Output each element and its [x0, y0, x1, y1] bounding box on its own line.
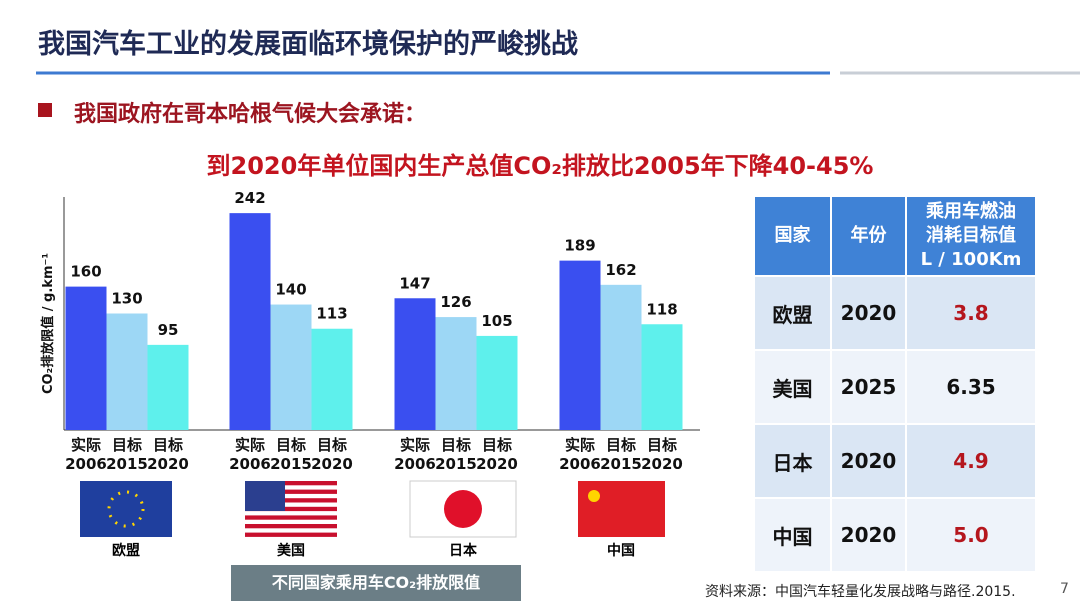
- slide-title: 我国汽车工业的发展面临环境保护的严峻挑战: [38, 29, 578, 60]
- header-cell: 乘用车燃油 消耗目标值 L / 100Km: [907, 197, 1035, 275]
- bar-label: 目标 2020: [641, 436, 683, 473]
- source-note: 资料来源：中国汽车轻量化发展战略与路径.2015.: [705, 584, 1016, 600]
- header-line: 乘用车燃油: [926, 201, 1016, 222]
- bar-label: 目标 2015: [600, 436, 642, 473]
- flag-us: [245, 481, 337, 537]
- value-label: 130: [111, 290, 142, 308]
- bar: [147, 344, 189, 430]
- table-row: 欧盟 2020 3.8: [755, 277, 1035, 349]
- bar: [229, 213, 271, 430]
- bar: [270, 304, 312, 430]
- value-label: 189: [564, 237, 595, 255]
- table-row: 中国 2020 5.0: [755, 499, 1035, 571]
- bar-label: 目标 2020: [311, 436, 353, 473]
- header-cell: 国家: [755, 197, 830, 275]
- value-label: 140: [275, 281, 306, 299]
- bar-label: 目标 2015: [106, 436, 148, 473]
- bar: [559, 260, 601, 430]
- bar: [476, 335, 518, 430]
- bar: [311, 328, 353, 430]
- bar-label: 目标 2015: [270, 436, 312, 473]
- header-line: 消耗目标值: [926, 225, 1016, 246]
- subheading: 到2020年单位国内生产总值CO₂排放比2005年下降40-45%: [206, 152, 874, 180]
- bar-label: 实际 2006: [559, 436, 601, 473]
- value-label: 160: [70, 263, 101, 281]
- header-cell: 年份: [832, 197, 905, 275]
- bar-label: 目标 2015: [435, 436, 477, 473]
- bar: [641, 324, 683, 430]
- bar: [106, 313, 148, 430]
- cell: 美国: [755, 351, 830, 423]
- bar-label: 实际 2006: [394, 436, 436, 473]
- bar: [600, 284, 642, 430]
- chart-caption: 不同国家乘用车CO₂排放限值: [231, 565, 521, 601]
- flag-eu: [80, 481, 172, 537]
- cell: 欧盟: [755, 277, 830, 349]
- value-label: 118: [646, 300, 677, 318]
- cell: 4.9: [907, 425, 1035, 497]
- cell: 2025: [832, 351, 905, 423]
- value-label: 147: [399, 274, 430, 292]
- cell: 5.0: [907, 499, 1035, 571]
- cell: 2020: [832, 277, 905, 349]
- page-number: 7: [1060, 581, 1069, 597]
- flag-jp: [409, 480, 517, 538]
- value-label: 105: [481, 312, 512, 330]
- bar-label: 实际 2006: [65, 436, 107, 473]
- value-label: 95: [158, 321, 179, 339]
- value-label: 113: [316, 305, 347, 323]
- flag-cn: [578, 481, 665, 537]
- value-label: 162: [605, 261, 636, 279]
- country-label: 中国: [607, 543, 635, 559]
- header-line: L / 100Km: [920, 249, 1022, 270]
- value-label: 126: [440, 293, 471, 311]
- country-label: 美国: [277, 543, 305, 559]
- cell: 6.35: [907, 351, 1035, 423]
- bullet-text: 我国政府在哥本哈根气候大会承诺：: [74, 102, 427, 127]
- country-label: 欧盟: [112, 543, 140, 559]
- value-label: 242: [234, 189, 265, 207]
- table-row: 日本 2020 4.9: [755, 425, 1035, 497]
- bullet-mark: [38, 103, 52, 117]
- cell: 中国: [755, 499, 830, 571]
- bar: [394, 298, 436, 430]
- target-table: 国家 年份 乘用车燃油 消耗目标值 L / 100Km 欧盟 2020 3.8 …: [753, 195, 1037, 573]
- table-header: 国家 年份 乘用车燃油 消耗目标值 L / 100Km: [755, 197, 1035, 275]
- country-label: 日本: [449, 543, 477, 559]
- bar-label: 目标 2020: [476, 436, 518, 473]
- cell: 3.8: [907, 277, 1035, 349]
- table-row: 美国 2025 6.35: [755, 351, 1035, 423]
- cell: 2020: [832, 499, 905, 571]
- bar-label: 目标 2020: [147, 436, 189, 473]
- bar-label: 实际 2006: [229, 436, 271, 473]
- cell: 日本: [755, 425, 830, 497]
- bar: [65, 286, 107, 430]
- cell: 2020: [832, 425, 905, 497]
- bar: [435, 317, 477, 430]
- y-axis-label: CO₂排放限值 / g.km⁻¹: [40, 253, 56, 394]
